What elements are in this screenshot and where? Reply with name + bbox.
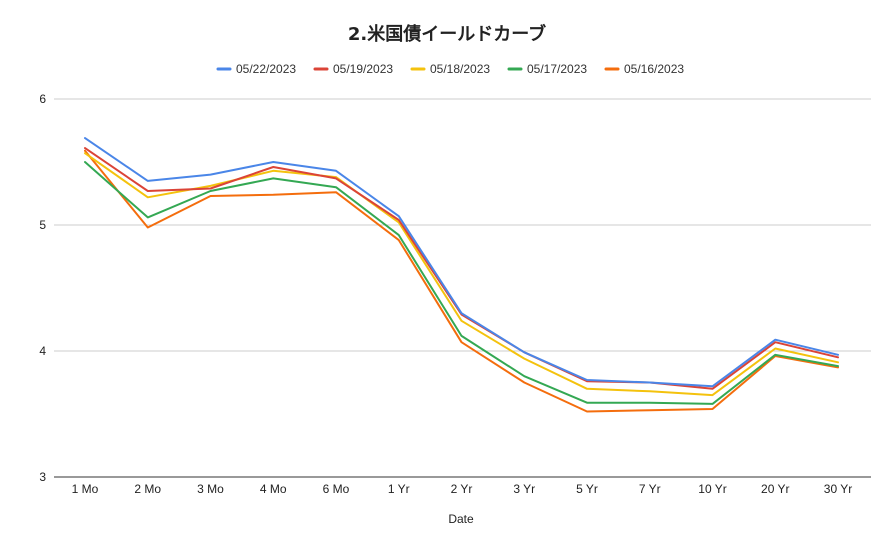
legend-item[interactable]: 05/16/2023 (604, 62, 684, 76)
x-tick-label: 2 Yr (451, 482, 473, 496)
series-line-05-16-2023 (84, 149, 839, 413)
series-line-05-17-2023 (84, 161, 839, 405)
x-tick-label: 4 Mo (260, 482, 287, 496)
x-tick-label: 2 Mo (134, 482, 161, 496)
x-tick-label: 10 Yr (698, 482, 726, 496)
legend-label: 05/16/2023 (624, 62, 684, 76)
gridlines (54, 98, 871, 478)
legend-item[interactable]: 05/17/2023 (507, 62, 587, 76)
x-tick-label: 5 Yr (576, 482, 598, 496)
chart-title: 2.米国債イールドカーブ (348, 23, 546, 45)
x-tick-label: 6 Mo (323, 482, 350, 496)
series-line-05-22-2023 (84, 137, 839, 388)
x-tick-label: 1 Mo (72, 482, 99, 496)
x-tick-label: 3 Yr (513, 482, 535, 496)
legend-item[interactable]: 05/22/2023 (216, 62, 296, 76)
y-tick-label: 4 (39, 344, 46, 358)
legend-label: 05/22/2023 (236, 62, 296, 76)
x-axis-ticks: 1 Mo 2 Mo 3 Mo 4 Mo 6 Mo 1 Yr 2 Yr 3 Yr 5 Yr 7 Yr… (72, 482, 853, 496)
legend-label: 05/19/2023 (333, 62, 393, 76)
x-tick-label: 3 Mo (197, 482, 224, 496)
x-tick-label: 20 Yr (761, 482, 789, 496)
y-tick-label: 5 (39, 218, 46, 232)
legend-item[interactable]: 05/18/2023 (410, 62, 490, 76)
x-axis-title: Date (448, 512, 474, 526)
x-tick-label: 7 Yr (639, 482, 661, 496)
x-tick-label: 30 Yr (824, 482, 852, 496)
y-axis-ticks: 3 4 5 6 (39, 92, 46, 484)
series-line-05-19-2023 (84, 147, 839, 390)
legend-item[interactable]: 05/19/2023 (313, 62, 393, 76)
series-line-05-18-2023 (84, 152, 839, 397)
x-tick-label: 1 Yr (388, 482, 410, 496)
legend-label: 05/17/2023 (527, 62, 587, 76)
legend: 05/22/2023 05/19/2023 05/18/2023 05/17/2023… (216, 62, 684, 76)
legend-label: 05/18/2023 (430, 62, 490, 76)
y-tick-label: 6 (39, 92, 46, 106)
y-tick-label: 3 (39, 470, 46, 484)
series-lines (84, 137, 839, 413)
